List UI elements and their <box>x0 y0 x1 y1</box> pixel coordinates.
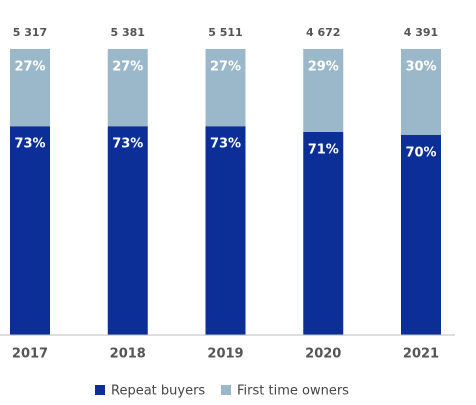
bar-segment <box>107 49 148 127</box>
legend-label: Repeat buyers <box>111 384 205 399</box>
bar-segment <box>10 126 50 335</box>
x-tick-label: 2021 <box>403 347 439 362</box>
bar-segment <box>401 49 441 135</box>
segment-label: 70% <box>405 145 436 160</box>
segment-label: 27% <box>210 60 241 75</box>
bar-segment <box>205 49 246 127</box>
x-tick-label: 2017 <box>12 347 48 362</box>
segment-label: 27% <box>112 60 143 75</box>
bar-segment <box>401 134 441 335</box>
total-label: 5 511 <box>208 26 242 39</box>
segment-label: 73% <box>14 137 45 152</box>
x-tick-label: 2018 <box>110 347 146 362</box>
bar-segment <box>303 49 344 132</box>
x-tick-label: 2019 <box>207 347 243 362</box>
legend-swatch <box>95 385 105 395</box>
segment-label: 30% <box>405 60 436 75</box>
total-label: 4 391 <box>404 26 438 39</box>
bar-segment <box>205 126 246 335</box>
total-label: 5 317 <box>13 26 47 39</box>
total-label: 5 381 <box>111 26 145 39</box>
segment-label: 71% <box>308 142 339 157</box>
segment-label: 73% <box>112 137 143 152</box>
x-tick-label: 2020 <box>305 347 341 362</box>
bar-segment <box>107 126 148 335</box>
segment-label: 27% <box>14 60 45 75</box>
segment-label: 73% <box>210 137 241 152</box>
total-label: 4 672 <box>306 26 340 39</box>
bar-segment <box>303 131 344 335</box>
legend-swatch <box>221 385 231 395</box>
bar-segment <box>10 49 50 127</box>
segment-label: 29% <box>308 60 339 75</box>
legend-label: First time owners <box>237 384 349 399</box>
